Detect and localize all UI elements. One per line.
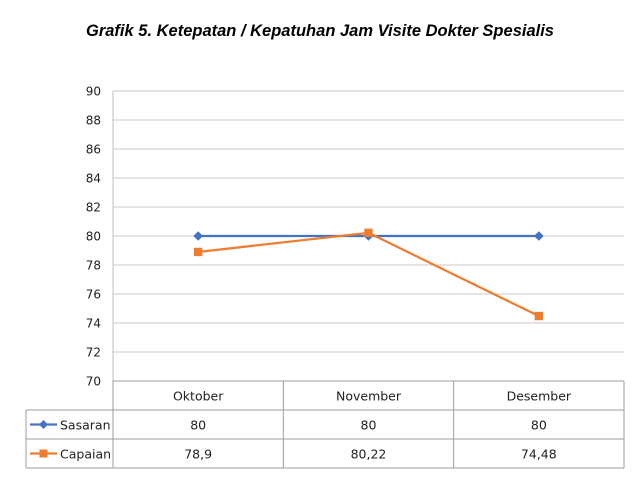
y-tick-label: 84 [86, 172, 101, 186]
y-tick-label: 90 [86, 85, 101, 99]
y-tick-label: 78 [86, 259, 101, 273]
category-label: November [336, 389, 402, 404]
category-label: Desember [507, 389, 572, 404]
y-tick-label: 86 [86, 143, 101, 157]
y-tick-label: 72 [86, 346, 101, 360]
chart-title: Grafik 5. Ketepatan / Kepatuhan Jam Visi… [86, 22, 554, 40]
category-label: Oktober [173, 389, 224, 404]
data-point-capaian [364, 228, 373, 238]
data-point-sasaran [193, 231, 203, 241]
table-value: 78,9 [184, 447, 212, 462]
legend-label-sasaran: Sasaran [60, 418, 111, 433]
series-line-capaian [198, 231, 540, 318]
data-point-sasaran [534, 231, 544, 241]
table-value: 80 [190, 418, 206, 433]
table-value: 80 [531, 418, 547, 433]
legend-key-marker [39, 420, 48, 429]
table-value: 80 [361, 418, 377, 433]
y-tick-label: 88 [86, 114, 101, 128]
table-value: 80,22 [351, 447, 387, 462]
y-tick-label: 70 [86, 375, 101, 389]
y-tick-label: 82 [86, 201, 101, 215]
data-point-capaian [534, 311, 544, 321]
y-tick-label: 80 [86, 230, 101, 244]
table-value: 74,48 [521, 447, 557, 462]
y-tick-label: 76 [86, 288, 101, 302]
legend-label-capaian: Capaian [60, 447, 111, 462]
y-tick-label: 74 [86, 317, 101, 331]
data-point-capaian [193, 247, 203, 257]
legend-key-marker [39, 449, 48, 458]
